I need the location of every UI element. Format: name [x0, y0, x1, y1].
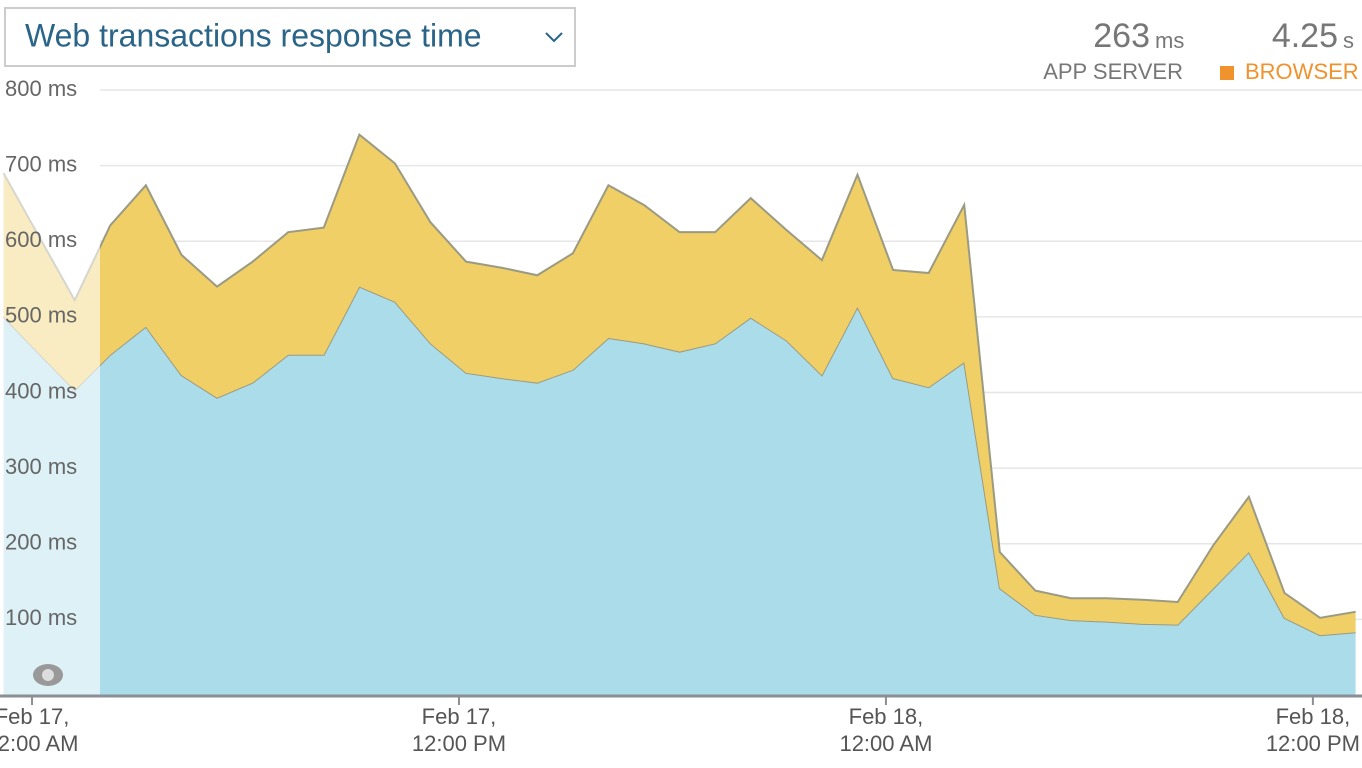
- x-tick-label: Feb 17,: [422, 704, 497, 729]
- summary-unit: ms: [1155, 28, 1184, 53]
- legend-label: APP SERVER: [1043, 59, 1183, 84]
- summary-unit: s: [1343, 28, 1354, 53]
- x-tick-label: Feb 18,: [1276, 704, 1351, 729]
- dropdown-chevron: [545, 32, 563, 43]
- y-tick-label: 700 ms: [5, 151, 77, 176]
- x-tick-label: Feb 18,: [849, 704, 924, 729]
- y-tick-label: 200 ms: [5, 530, 77, 555]
- x-tick-label: 12:00 AM: [839, 731, 932, 756]
- legend-label: BROWSER: [1245, 59, 1359, 84]
- chart-title: Web transactions response time: [25, 17, 482, 53]
- y-tick-label: 800 ms: [5, 76, 77, 101]
- y-tick-label: 300 ms: [5, 454, 77, 479]
- x-tick-label: 12:00 AM: [0, 731, 78, 756]
- x-tick-label: 12:00 PM: [412, 731, 506, 756]
- legend-swatch: [1220, 66, 1234, 80]
- eye-pupil: [42, 669, 54, 681]
- metric-dropdown[interactable]: [4, 7, 576, 67]
- area: [3, 286, 1356, 695]
- area: [3, 134, 1356, 636]
- summary-value: 263: [1093, 17, 1150, 55]
- summary-value: 4.25: [1272, 17, 1338, 55]
- overlay: 100 ms 200 ms 300 ms 400 ms 500 ms 600 ms 700 …: [0, 17, 1362, 756]
- x-tick-label: 12:00 PM: [1266, 731, 1360, 756]
- plot: [2, 89, 1362, 695]
- x-tick-label: Feb 17,: [0, 704, 69, 729]
- y-tick-label: 100 ms: [5, 605, 77, 630]
- y-tick-label: 600 ms: [5, 227, 77, 252]
- y-tick-label: 500 ms: [5, 303, 77, 328]
- selection-shade: [0, 88, 100, 695]
- y-tick-label: 400 ms: [5, 378, 77, 403]
- area-edge: [2, 132, 1356, 619]
